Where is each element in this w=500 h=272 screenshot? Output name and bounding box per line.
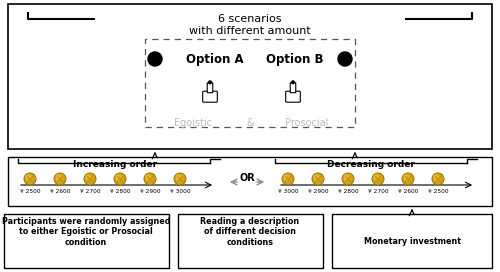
Circle shape [146,175,151,180]
Circle shape [292,81,294,84]
Circle shape [84,173,96,185]
Circle shape [284,175,289,180]
Circle shape [54,173,66,185]
Text: 6 scenarios
with different amount: 6 scenarios with different amount [189,14,311,36]
Circle shape [372,173,384,185]
Circle shape [26,175,31,180]
Circle shape [402,173,414,185]
Text: ¥ 2500: ¥ 2500 [428,189,448,194]
Text: ¥ 2800: ¥ 2800 [338,189,358,194]
Circle shape [314,175,319,180]
Text: ¥ 2700: ¥ 2700 [80,189,100,194]
FancyBboxPatch shape [208,83,213,93]
Circle shape [176,175,181,180]
FancyBboxPatch shape [286,91,300,102]
Circle shape [116,175,121,180]
Text: Decreasing order: Decreasing order [327,160,415,169]
Text: ¥ 2900: ¥ 2900 [140,189,160,194]
Bar [4,214,169,268]
Bar [145,39,355,127]
Text: Prosocial: Prosocial [286,118,329,128]
Text: ¥ 2900: ¥ 2900 [308,189,328,194]
Circle shape [148,52,162,66]
Text: OR: OR [239,173,255,183]
Text: Reading a description
of different decision
conditions: Reading a description of different decis… [200,217,300,247]
Text: Option B: Option B [266,52,324,66]
Text: Monetary investment: Monetary investment [364,236,460,246]
Text: Option A: Option A [186,52,244,66]
Circle shape [174,173,186,185]
Bar [178,214,323,268]
Text: ¥ 3000: ¥ 3000 [278,189,298,194]
Circle shape [24,173,36,185]
Circle shape [434,175,439,180]
Text: Increasing order: Increasing order [73,160,157,169]
Circle shape [86,175,91,180]
FancyBboxPatch shape [290,83,296,93]
Circle shape [404,175,409,180]
Circle shape [312,173,324,185]
Text: ¥ 3000: ¥ 3000 [170,189,190,194]
Bar [8,4,492,149]
Bar [8,157,492,206]
Circle shape [344,175,349,180]
Circle shape [56,175,61,180]
Circle shape [432,173,444,185]
Circle shape [282,173,294,185]
Circle shape [144,173,156,185]
Text: Participants were randomly assigned
to either Egoistic or Prosocial
condition: Participants were randomly assigned to e… [2,217,170,247]
Text: Egoistic: Egoistic [174,118,212,128]
Text: &: & [246,118,254,128]
Text: ¥ 2800: ¥ 2800 [110,189,130,194]
FancyBboxPatch shape [202,91,218,102]
Text: ¥ 2600: ¥ 2600 [398,189,418,194]
Text: ¥ 2500: ¥ 2500 [20,189,40,194]
Text: ¥ 2600: ¥ 2600 [50,189,70,194]
Circle shape [342,173,354,185]
Circle shape [374,175,379,180]
Circle shape [114,173,126,185]
Bar [332,214,492,268]
Text: ¥ 2700: ¥ 2700 [368,189,388,194]
Circle shape [208,81,212,84]
Circle shape [338,52,352,66]
